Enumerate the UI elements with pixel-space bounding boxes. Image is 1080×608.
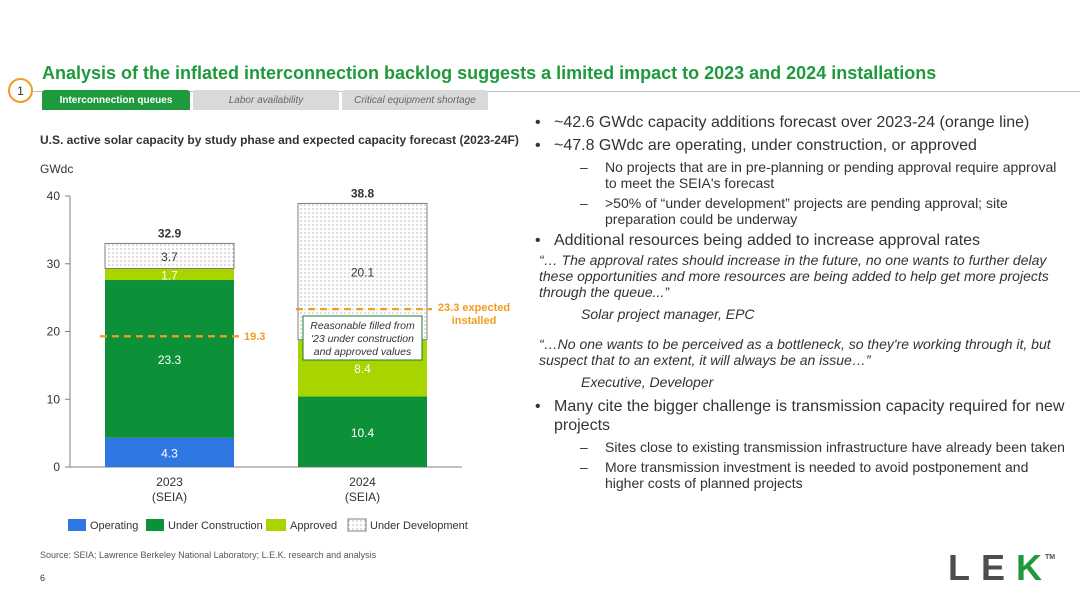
step-number-badge: 1	[8, 78, 33, 103]
y-tick-label: 20	[47, 325, 61, 339]
tab-labor-availability[interactable]: Labor availability	[193, 90, 339, 110]
legend-swatch-under-construction	[146, 519, 164, 531]
legend-label: Under Construction	[168, 520, 263, 532]
tab-critical-equipment-shortage[interactable]: Critical equipment shortage	[342, 90, 488, 110]
bar-segment-under-construction	[298, 396, 427, 467]
chart-title: U.S. active solar capacity by study phas…	[40, 133, 519, 147]
bar-value-label: 23.3	[158, 353, 182, 367]
commentary-panel: ~42.6 GWdc capacity additions forecast o…	[528, 113, 1068, 491]
section-tabs: Interconnection queues Labor availabilit…	[42, 90, 488, 110]
bullet-operating: ~47.8 GWdc are operating, under construc…	[528, 136, 1068, 155]
bar-value-label: 8.4	[354, 362, 371, 376]
quote-text: “…No one wants to be perceived as a bott…	[539, 336, 1051, 368]
quote-text: “… The approval rates should increase in…	[539, 252, 1049, 300]
bar-total-label: 32.9	[158, 226, 182, 240]
lek-logo: L E K TM	[948, 547, 1063, 589]
quote-source: Executive, Developer	[581, 374, 714, 390]
bar-segment-under-construction	[105, 280, 234, 438]
page-title: Analysis of the inflated interconnection…	[42, 63, 937, 83]
bullet-forecast: ~42.6 GWdc capacity additions forecast o…	[528, 113, 1068, 132]
logo-trademark: TM	[1045, 554, 1056, 561]
forecast-label-2024: installed	[452, 315, 497, 327]
sub-bullet: No projects that are in pre-planning or …	[528, 159, 1068, 191]
bullet-transmission: Many cite the bigger challenge is transm…	[528, 397, 1068, 435]
sub-bullet: More transmission investment is needed t…	[528, 459, 1068, 491]
source-note: Source: SEIA; Lawrence Berkeley National…	[40, 550, 377, 560]
x-category-label: (SEIA)	[152, 490, 187, 504]
forecast-label-2024: 23.3 expected	[438, 302, 510, 314]
x-category-label: (SEIA)	[345, 490, 380, 504]
annotation-text: Reasonable filled from	[310, 320, 415, 332]
logo-letter: K	[1016, 547, 1054, 588]
y-tick-label: 40	[47, 189, 61, 203]
bar-value-label: 4.3	[161, 446, 178, 460]
bar-value-label: 10.4	[351, 426, 375, 440]
y-tick-label: 0	[53, 460, 60, 474]
logo-letter: E	[981, 547, 1017, 588]
sub-bullet: >50% of “under development” projects are…	[528, 195, 1068, 227]
stacked-bar-chart: 0102030404.323.31.73.732.92023(SEIA)10.4…	[47, 186, 510, 532]
bar-total-label: 38.8	[351, 186, 375, 200]
tab-divider	[33, 91, 1080, 92]
bar-value-label: 1.7	[161, 268, 178, 282]
legend-label: Under Development	[370, 520, 468, 532]
annotation-text: and approved values	[314, 346, 412, 358]
bar-value-label: 20.1	[351, 266, 375, 280]
legend-swatch-operating	[68, 519, 86, 531]
logo-letter: L	[948, 547, 981, 588]
y-tick-label: 10	[47, 392, 61, 406]
x-category-label: 2024	[349, 475, 376, 489]
page-number: 6	[40, 573, 46, 583]
tab-interconnection-queues[interactable]: Interconnection queues	[42, 90, 190, 110]
legend-label: Approved	[290, 520, 337, 532]
chart-unit-label: GWdc	[40, 162, 74, 176]
sub-bullet: Sites close to existing transmission inf…	[528, 439, 1068, 455]
bullet-resources: Additional resources being added to incr…	[528, 231, 1068, 250]
legend-swatch-approved	[266, 519, 286, 531]
bar-value-label: 3.7	[161, 250, 178, 264]
forecast-label-2023: 19.3	[244, 331, 265, 343]
quote-source: Solar project manager, EPC	[581, 306, 755, 322]
annotation-box	[302, 315, 423, 361]
legend-label: Operating	[90, 520, 138, 532]
bar-segment-under-development	[104, 242, 235, 269]
y-tick-label: 30	[47, 257, 61, 271]
annotation-text: '23 under construction	[311, 333, 414, 345]
bar-segment-approved	[105, 268, 234, 281]
bar-segment-operating	[105, 437, 234, 467]
legend-swatch-under-development	[347, 518, 367, 532]
x-category-label: 2023	[156, 475, 183, 489]
